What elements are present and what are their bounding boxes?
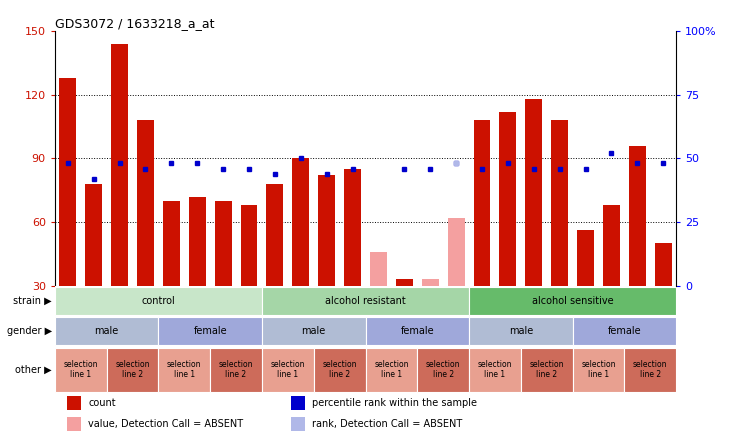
- Bar: [577, 230, 594, 285]
- Text: control: control: [142, 296, 175, 306]
- Bar: [469, 317, 572, 345]
- Bar: [396, 279, 413, 285]
- Bar: [526, 99, 542, 285]
- Bar: [469, 287, 676, 315]
- Text: female: female: [401, 326, 434, 337]
- Bar: [370, 252, 387, 285]
- Text: selection
line 1: selection line 1: [374, 360, 409, 379]
- Bar: [211, 348, 262, 392]
- Text: other ▶: other ▶: [15, 365, 52, 375]
- Bar: [521, 348, 572, 392]
- Bar: [67, 416, 81, 431]
- Bar: [629, 146, 645, 285]
- Bar: [417, 348, 469, 392]
- Text: selection
line 2: selection line 2: [219, 360, 254, 379]
- Bar: [107, 348, 159, 392]
- Bar: [67, 396, 81, 410]
- Text: selection
line 2: selection line 2: [633, 360, 667, 379]
- Bar: [318, 175, 335, 285]
- Text: percentile rank within the sample: percentile rank within the sample: [312, 398, 477, 408]
- Text: selection
line 1: selection line 1: [270, 360, 305, 379]
- Text: selection
line 2: selection line 2: [322, 360, 357, 379]
- Text: selection
line 1: selection line 1: [167, 360, 202, 379]
- Text: count: count: [88, 398, 116, 408]
- Bar: [55, 348, 107, 392]
- Bar: [603, 205, 620, 285]
- Text: alcohol resistant: alcohol resistant: [325, 296, 406, 306]
- Bar: [262, 317, 366, 345]
- Bar: [159, 317, 262, 345]
- Text: selection
line 2: selection line 2: [529, 360, 564, 379]
- Bar: [267, 184, 284, 285]
- Text: value, Detection Call = ABSENT: value, Detection Call = ABSENT: [88, 419, 243, 429]
- Bar: [447, 218, 464, 285]
- Bar: [366, 348, 417, 392]
- Text: selection
line 2: selection line 2: [426, 360, 461, 379]
- Bar: [366, 317, 469, 345]
- Bar: [86, 184, 102, 285]
- Text: female: female: [194, 326, 227, 337]
- Text: male: male: [302, 326, 326, 337]
- Bar: [163, 201, 180, 285]
- Bar: [469, 348, 520, 392]
- Bar: [572, 317, 676, 345]
- Text: male: male: [94, 326, 118, 337]
- Text: GDS3072 / 1633218_a_at: GDS3072 / 1633218_a_at: [55, 17, 214, 30]
- Bar: [189, 197, 205, 285]
- Bar: [314, 348, 366, 392]
- Bar: [291, 396, 305, 410]
- Text: female: female: [607, 326, 641, 337]
- Bar: [262, 348, 314, 392]
- Bar: [159, 348, 211, 392]
- Bar: [292, 159, 309, 285]
- Bar: [572, 348, 624, 392]
- Bar: [474, 120, 491, 285]
- Bar: [59, 78, 76, 285]
- Text: selection
line 2: selection line 2: [115, 360, 150, 379]
- Bar: [551, 120, 568, 285]
- Bar: [499, 112, 516, 285]
- Bar: [624, 348, 676, 392]
- Bar: [422, 279, 439, 285]
- Bar: [344, 169, 361, 285]
- Bar: [240, 205, 257, 285]
- Text: selection
line 1: selection line 1: [64, 360, 98, 379]
- Bar: [137, 120, 154, 285]
- Bar: [55, 317, 159, 345]
- Bar: [215, 201, 232, 285]
- Text: selection
line 1: selection line 1: [477, 360, 512, 379]
- Text: strain ▶: strain ▶: [13, 296, 52, 306]
- Text: rank, Detection Call = ABSENT: rank, Detection Call = ABSENT: [312, 419, 462, 429]
- Bar: [262, 287, 469, 315]
- Text: male: male: [509, 326, 533, 337]
- Bar: [291, 416, 305, 431]
- Bar: [55, 287, 262, 315]
- Bar: [655, 243, 672, 285]
- Text: alcohol sensitive: alcohol sensitive: [532, 296, 613, 306]
- Text: gender ▶: gender ▶: [7, 326, 52, 337]
- Text: selection
line 1: selection line 1: [581, 360, 616, 379]
- Bar: [111, 44, 128, 285]
